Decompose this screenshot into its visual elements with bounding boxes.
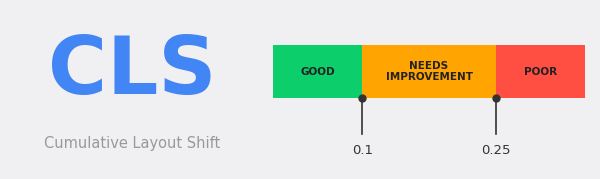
Text: Cumulative Layout Shift: Cumulative Layout Shift [44, 136, 220, 151]
Bar [273, 45, 362, 98]
Text: NEEDS
IMPROVEMENT: NEEDS IMPROVEMENT [386, 61, 473, 82]
Text: GOOD: GOOD [300, 67, 335, 77]
Text: 0.25: 0.25 [481, 144, 511, 157]
Text: CLS: CLS [48, 33, 216, 111]
Bar [362, 45, 496, 98]
Text: 0.1: 0.1 [352, 144, 373, 157]
Bar [496, 45, 585, 98]
Text: POOR: POOR [524, 67, 557, 77]
